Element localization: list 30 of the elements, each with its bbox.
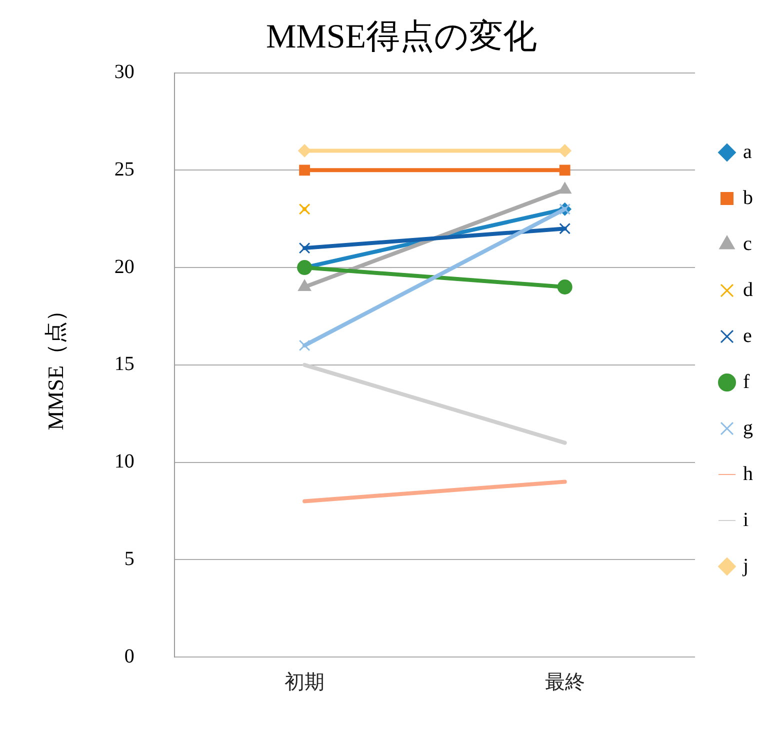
legend-label: a: [743, 140, 752, 163]
point: [558, 144, 572, 158]
legend-label: b: [743, 186, 753, 209]
y-tick-label: 15: [114, 353, 134, 376]
legend-label: f: [743, 370, 750, 393]
chart-title: MMSE得点の変化: [266, 18, 538, 56]
y-tick-label: 30: [114, 61, 134, 84]
legend-label: g: [743, 416, 753, 439]
y-tick-label: 0: [124, 645, 134, 668]
y-tick-label: 5: [124, 548, 134, 570]
point: [557, 280, 572, 295]
legend-label: c: [743, 232, 752, 255]
point: [298, 242, 310, 254]
legend-label: j: [742, 554, 749, 577]
point: [298, 203, 310, 215]
point: [559, 222, 571, 234]
x-tick-label: 最終: [544, 671, 585, 694]
point: [298, 144, 312, 158]
x-tick-label: 初期: [284, 671, 325, 694]
point: [298, 340, 310, 352]
legend-label: d: [743, 278, 753, 301]
y-tick-label: 25: [114, 158, 134, 180]
legend-label: h: [743, 462, 753, 485]
y-tick-label: 20: [114, 256, 134, 278]
legend-label: e: [743, 324, 752, 347]
y-axis-title: MMSE（点）: [42, 300, 68, 430]
y-tick-label: 10: [114, 450, 134, 473]
point: [299, 164, 310, 176]
point: [559, 164, 570, 176]
legend-label: i: [743, 508, 749, 531]
